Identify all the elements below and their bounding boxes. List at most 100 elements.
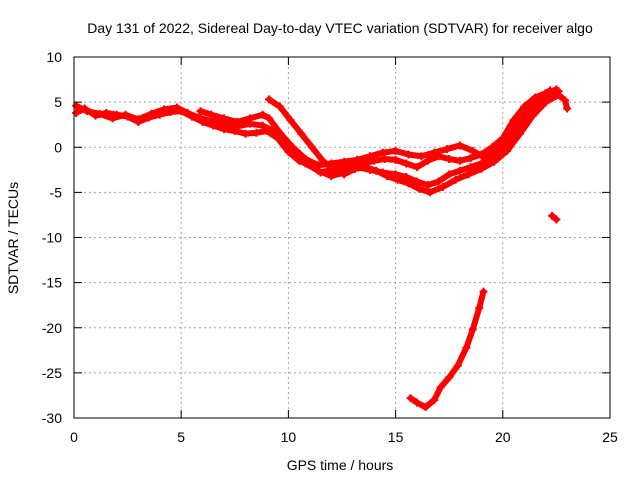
y-tick-label: -20 bbox=[42, 320, 62, 336]
data-point-marker bbox=[72, 108, 81, 117]
data-point-marker bbox=[413, 177, 422, 186]
data-point-marker bbox=[329, 165, 338, 174]
y-tick-label: -25 bbox=[42, 365, 62, 381]
data-point-marker bbox=[340, 170, 349, 179]
data-point-marker bbox=[404, 150, 413, 159]
data-point-marker bbox=[160, 105, 169, 114]
data-point-marker bbox=[275, 102, 284, 111]
x-tick-label: 25 bbox=[602, 429, 618, 445]
data-point-marker bbox=[423, 181, 432, 190]
data-point-marker bbox=[436, 383, 445, 392]
data-point-marker bbox=[468, 325, 477, 334]
data-point-marker bbox=[327, 172, 336, 181]
data-point-marker bbox=[552, 215, 561, 224]
data-point-marker bbox=[413, 163, 422, 172]
series-track-line bbox=[266, 91, 571, 196]
data-point-marker bbox=[451, 175, 460, 184]
data-point-marker bbox=[340, 157, 349, 166]
x-tick-label: 5 bbox=[177, 429, 185, 445]
data-point-marker bbox=[402, 159, 411, 168]
data-point-marker bbox=[391, 155, 400, 164]
data-point-marker bbox=[423, 156, 432, 165]
data-point-marker bbox=[172, 103, 181, 112]
data-point-marker bbox=[417, 152, 426, 161]
data-point-marker bbox=[445, 170, 454, 179]
series-track-line bbox=[407, 288, 487, 411]
series-track-6 bbox=[406, 287, 488, 412]
data-point-marker bbox=[365, 152, 374, 161]
data-point-marker bbox=[258, 110, 267, 119]
data-point-marker bbox=[455, 156, 464, 165]
data-series bbox=[72, 85, 572, 412]
data-point-marker bbox=[350, 164, 359, 173]
data-point-marker bbox=[391, 146, 400, 155]
data-point-marker bbox=[404, 179, 413, 188]
data-point-marker bbox=[314, 161, 323, 170]
data-point-marker bbox=[252, 128, 261, 137]
data-point-marker bbox=[479, 287, 488, 296]
data-point-marker bbox=[481, 154, 490, 163]
data-point-marker bbox=[196, 107, 205, 116]
data-point-marker bbox=[265, 114, 274, 123]
y-tick-label: 5 bbox=[54, 94, 62, 110]
data-point-marker bbox=[445, 154, 454, 163]
y-tick-label: -30 bbox=[42, 410, 62, 426]
data-point-marker bbox=[430, 148, 439, 157]
data-point-marker bbox=[288, 143, 297, 152]
series-track-5 bbox=[548, 211, 561, 224]
x-tick-label: 0 bbox=[70, 429, 78, 445]
data-point-marker bbox=[507, 125, 516, 134]
chart-title: Day 131 of 2022, Sidereal Day-to-day VTE… bbox=[87, 20, 593, 36]
data-point-marker bbox=[453, 361, 462, 370]
data-point-marker bbox=[430, 395, 439, 404]
series-track-4 bbox=[265, 90, 572, 197]
y-tick-label: 10 bbox=[46, 49, 62, 65]
data-point-marker bbox=[134, 115, 143, 124]
data-point-marker bbox=[275, 128, 284, 137]
data-point-marker bbox=[425, 188, 434, 197]
data-point-marker bbox=[421, 403, 430, 412]
x-tick-label: 15 bbox=[388, 429, 404, 445]
y-axis-label: SDTVAR / TECUs bbox=[5, 182, 21, 294]
data-point-marker bbox=[108, 114, 117, 123]
data-point-marker bbox=[554, 90, 563, 99]
x-axis-label: GPS time / hours bbox=[287, 457, 394, 473]
data-point-marker bbox=[286, 116, 295, 125]
data-point-marker bbox=[95, 109, 104, 118]
data-point-marker bbox=[503, 146, 512, 155]
data-point-marker bbox=[82, 107, 91, 116]
data-point-marker bbox=[72, 101, 81, 110]
data-point-marker bbox=[464, 170, 473, 179]
data-point-marker bbox=[560, 96, 569, 105]
data-point-marker bbox=[548, 211, 557, 220]
data-point-marker bbox=[445, 373, 454, 382]
x-tick-label: 20 bbox=[495, 429, 511, 445]
data-point-marker bbox=[466, 163, 475, 172]
data-point-marker bbox=[301, 154, 310, 163]
data-point-marker bbox=[468, 146, 477, 155]
data-point-marker bbox=[515, 129, 524, 138]
data-point-marker bbox=[220, 114, 229, 123]
data-point-marker bbox=[413, 398, 422, 407]
y-tick-label: 0 bbox=[54, 139, 62, 155]
data-point-marker bbox=[466, 154, 475, 163]
data-point-marker bbox=[353, 155, 362, 164]
data-point-marker bbox=[241, 129, 250, 138]
data-point-marker bbox=[477, 164, 486, 173]
data-point-marker bbox=[438, 182, 447, 191]
y-tick-label: -10 bbox=[42, 230, 62, 246]
data-point-marker bbox=[121, 110, 130, 119]
y-tick-label: -5 bbox=[50, 184, 63, 200]
data-point-marker bbox=[258, 121, 267, 130]
data-point-marker bbox=[393, 175, 402, 184]
data-point-marker bbox=[406, 394, 415, 403]
data-point-marker bbox=[380, 154, 389, 163]
data-point-marker bbox=[245, 114, 254, 123]
y-tick-label: -15 bbox=[42, 275, 62, 291]
data-point-marker bbox=[232, 117, 241, 126]
data-point-marker bbox=[563, 104, 572, 113]
data-point-marker bbox=[520, 107, 529, 116]
data-point-marker bbox=[318, 156, 327, 165]
data-point-marker bbox=[455, 166, 464, 175]
